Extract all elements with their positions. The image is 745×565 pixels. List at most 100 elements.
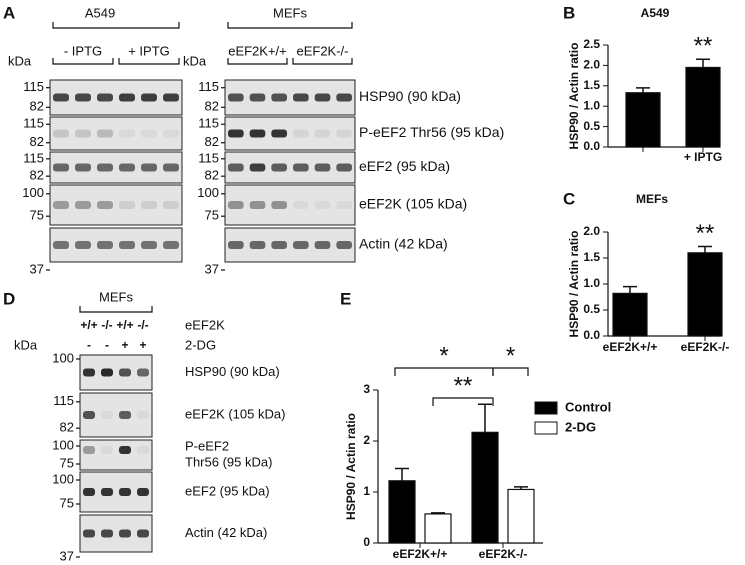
band	[293, 201, 309, 209]
band	[141, 201, 157, 209]
band	[228, 241, 244, 249]
band	[249, 241, 266, 249]
band	[249, 163, 266, 172]
significance-bracket	[492, 367, 529, 376]
band	[163, 129, 179, 138]
band	[228, 93, 244, 102]
band	[97, 201, 113, 209]
band	[163, 241, 179, 249]
y-axis-label: HSP90 / Actin ratio	[344, 413, 358, 520]
mw-marker: 37	[205, 261, 219, 276]
mw-marker: 115	[198, 150, 219, 165]
condition-name: 2-DG	[185, 337, 216, 352]
condition-label: eEF2K+/+	[228, 43, 287, 58]
band	[228, 163, 244, 172]
mw-marker: 115	[53, 393, 74, 408]
lane-label: -/-	[137, 318, 148, 332]
band	[228, 201, 244, 209]
band	[249, 201, 266, 209]
mw-marker: 115	[23, 116, 44, 131]
band	[314, 163, 331, 172]
bar	[625, 92, 661, 148]
error-bar	[395, 467, 409, 481]
band	[137, 488, 149, 496]
band	[101, 488, 113, 496]
blot-frame	[224, 151, 356, 184]
band	[75, 201, 91, 209]
row-label: eEF2K (105 kDa)	[185, 406, 285, 421]
condition-label: eEF2K-/-	[296, 43, 348, 58]
band	[271, 129, 287, 138]
mw-marker: 82	[30, 134, 44, 149]
band	[271, 93, 287, 102]
bar	[471, 431, 499, 544]
band	[75, 129, 91, 138]
mw-marker: 82	[205, 99, 219, 114]
error-bar	[478, 403, 492, 433]
band	[83, 529, 95, 538]
band	[97, 241, 113, 249]
band	[336, 241, 352, 249]
mw-marker: 82	[60, 420, 74, 435]
band	[119, 93, 135, 102]
error-bar	[636, 87, 650, 93]
band	[75, 241, 91, 249]
lane-label: +/+	[116, 318, 133, 332]
mw-marker: 100	[197, 185, 219, 200]
band	[336, 93, 352, 102]
y-axis-label: HSP90 / Actin ratio	[567, 231, 581, 338]
band	[137, 529, 149, 538]
legend-label: Control	[565, 399, 611, 414]
blot-frame	[49, 227, 183, 263]
panel-label: D	[3, 289, 15, 308]
x-tick-label: eEF2K+/+	[603, 340, 658, 354]
mw-marker: 115	[198, 79, 219, 94]
band	[101, 529, 113, 538]
row-label: HSP90 (90 kDa)	[185, 364, 280, 379]
mw-marker: 100	[22, 185, 44, 200]
x-tick-label: + IPTG	[684, 150, 722, 164]
error-bar	[431, 512, 445, 514]
y-tick-label: 1.5	[583, 250, 600, 264]
mw-marker: 82	[30, 99, 44, 114]
x-tick-label: eEF2K-/-	[681, 340, 730, 354]
mw-marker: 75	[30, 208, 44, 223]
mw-marker: 37	[60, 548, 74, 563]
band	[97, 129, 113, 138]
blot-frame	[49, 184, 183, 226]
band	[293, 241, 309, 249]
mw-marker: 37	[30, 261, 44, 276]
y-tick-label: 0.5	[583, 119, 600, 133]
band	[119, 488, 131, 496]
band	[336, 163, 352, 172]
band	[53, 241, 69, 249]
row-label: eEF2K (105 kDa)	[359, 196, 467, 212]
band	[293, 129, 309, 138]
chart-title: A549	[641, 6, 670, 20]
row-label: Actin (42 kDa)	[359, 236, 448, 252]
lane-label: -/-	[101, 318, 112, 332]
band	[83, 368, 95, 377]
kda-label: kDa	[14, 337, 38, 352]
mw-marker: 82	[30, 168, 44, 183]
y-tick-label: 1.0	[583, 276, 600, 290]
significance-bracket	[432, 397, 494, 406]
band	[163, 201, 179, 209]
y-axis-label: HSP90 / Actin ratio	[567, 43, 581, 150]
bar	[424, 513, 452, 544]
group-label: MEFs	[99, 289, 133, 304]
error-bar	[623, 285, 637, 294]
band	[163, 163, 179, 172]
condition-bracket	[292, 58, 353, 65]
row-label: HSP90 (90 kDa)	[359, 88, 461, 104]
band	[97, 163, 113, 172]
band	[314, 241, 331, 249]
condition-label: - IPTG	[64, 43, 102, 58]
band	[336, 129, 352, 138]
condition-label: + IPTG	[128, 43, 170, 58]
band	[271, 201, 287, 209]
x-tick-label: eEF2K-/-	[479, 547, 528, 561]
band	[53, 93, 69, 102]
lane-label: -	[105, 338, 109, 352]
band	[314, 201, 331, 209]
